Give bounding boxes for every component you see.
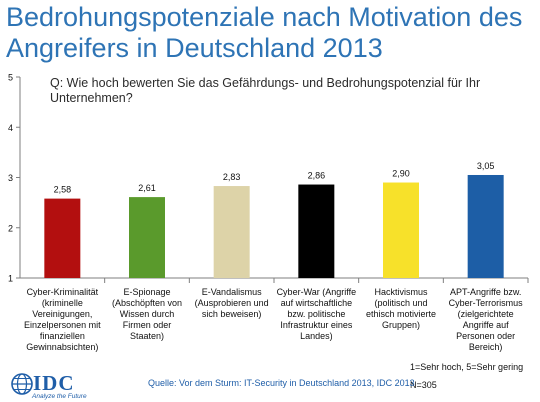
source-note: Quelle: Vor dem Sturm: IT-Security in De… xyxy=(148,378,415,388)
bar-value-label: 2,61 xyxy=(138,183,156,193)
category-label: E-Spionage (Abschöpften von Wissen durch… xyxy=(111,287,183,341)
survey-question: Q: Wie hoch bewerten Sie das Gefährdungs… xyxy=(50,76,481,105)
page-title: Bedrohungspotenziale nach Motivation des… xyxy=(6,2,523,63)
category-label: Cyber-Kriminalität (kriminelle Vereinigu… xyxy=(24,287,101,352)
bar xyxy=(298,184,335,278)
scale-legend-note: 1=Sehr hoch, 5=Sehr gering xyxy=(410,362,524,372)
y-tick-label: 4 xyxy=(8,123,13,133)
bar-value-label: 2,83 xyxy=(223,172,241,182)
y-tick-label: 2 xyxy=(8,223,13,233)
y-tick-label: 5 xyxy=(8,73,13,83)
category-label: E-Vandalismus (Ausprobieren und sich bew… xyxy=(194,287,269,319)
bar-value-label: 2,86 xyxy=(308,171,326,181)
y-tick-label: 1 xyxy=(8,274,13,284)
category-label: Cyber-War (Angriffe auf wirtschaftliche … xyxy=(276,287,357,341)
idc-globe-icon xyxy=(11,373,33,395)
bar-value-label: 3,05 xyxy=(477,161,495,171)
category-label: APT-Angriffe bzw. Cyber-Terrorismus (zie… xyxy=(448,287,523,352)
bar xyxy=(467,174,504,278)
bar xyxy=(129,197,165,278)
bar xyxy=(383,182,419,278)
category-label: Hacktivismus (politisch und ethisch moti… xyxy=(365,287,437,330)
bar-value-label: 2,58 xyxy=(54,185,72,195)
idc-tagline: Analyze the Future xyxy=(32,393,87,400)
idc-logo-text: IDC xyxy=(33,371,75,395)
bar-value-label: 2,90 xyxy=(392,169,410,179)
y-tick-label: 3 xyxy=(8,173,13,183)
sample-size-note: N=305 xyxy=(410,380,437,390)
bar xyxy=(213,186,250,278)
bar xyxy=(44,198,81,278)
